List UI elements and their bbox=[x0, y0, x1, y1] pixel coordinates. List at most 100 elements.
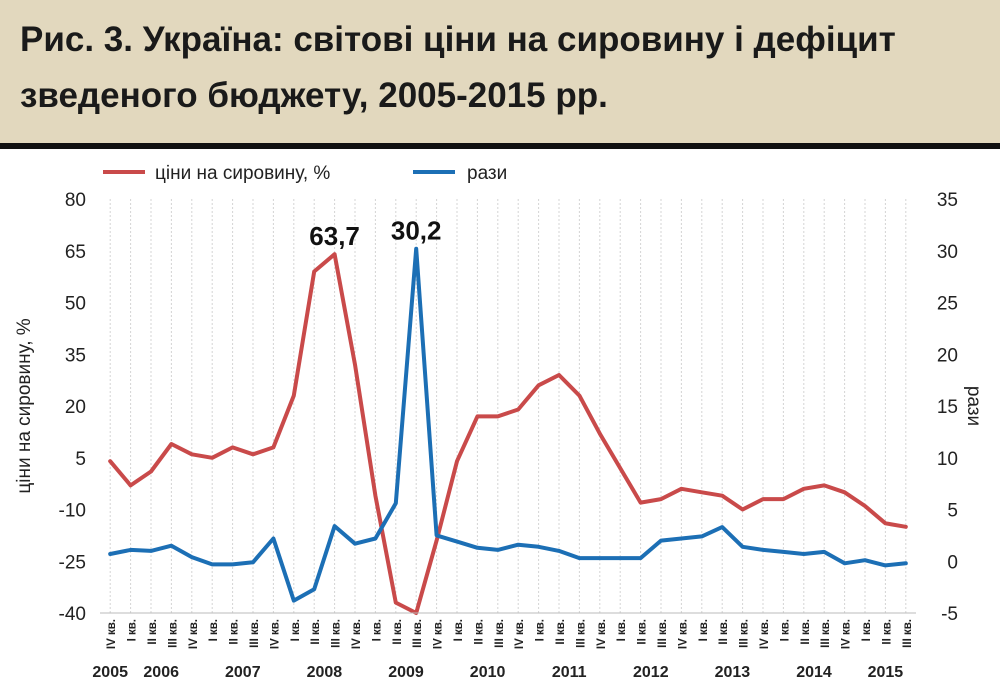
data-point bbox=[761, 548, 765, 552]
year-label: 2014 bbox=[796, 664, 832, 681]
data-point bbox=[210, 562, 214, 566]
year-label: 2009 bbox=[388, 664, 424, 681]
x-axis: IV кв. I кв. II кв. III кв. IV кв. I кв. II кв… bbox=[100, 612, 916, 649]
data-point bbox=[353, 542, 357, 546]
x-tick-label: I кв. bbox=[290, 619, 302, 641]
x-tick-label: III кв. bbox=[739, 619, 751, 648]
y-right-tick-label: -5 bbox=[941, 604, 958, 625]
data-point bbox=[496, 548, 500, 552]
y-left-tick-label: -25 bbox=[59, 552, 86, 573]
data-point bbox=[312, 269, 316, 274]
x-tick-label: I кв. bbox=[127, 619, 139, 641]
data-point bbox=[700, 534, 704, 539]
data-point bbox=[190, 555, 194, 559]
y-left-tick-label: 5 bbox=[75, 449, 86, 470]
data-point bbox=[333, 252, 337, 256]
data-point bbox=[761, 497, 765, 501]
y-axis-left: -40 -25 -10 5 20 35 50 65 80 bbox=[59, 190, 86, 625]
x-tick-label: IV кв. bbox=[841, 619, 853, 649]
header-band: Рис. 3. Україна: світові ціни на сировин… bbox=[0, 0, 1000, 143]
data-point bbox=[639, 501, 643, 505]
data-point bbox=[149, 549, 153, 553]
data-point bbox=[190, 452, 194, 456]
y-right-tick-label: 35 bbox=[937, 190, 958, 211]
x-tick-label: I кв. bbox=[616, 619, 628, 641]
data-point bbox=[659, 538, 663, 543]
chart-title: Рис. 3. Україна: світові ціни на сировин… bbox=[20, 20, 896, 115]
x-tick-label: I кв. bbox=[779, 619, 791, 641]
y-axis-right: -5 0 5 10 15 20 25 30 35 bbox=[937, 190, 958, 625]
data-point bbox=[843, 490, 847, 494]
y-right-tick-label: 25 bbox=[937, 294, 958, 315]
data-point bbox=[802, 552, 806, 556]
data-point bbox=[292, 394, 296, 398]
x-tick-label: IV кв. bbox=[351, 619, 363, 649]
data-point bbox=[455, 539, 459, 544]
x-tick-label: II кв. bbox=[473, 619, 485, 645]
year-label: 2005 bbox=[92, 664, 128, 681]
x-tick-label: I кв. bbox=[535, 619, 547, 641]
x-tick-label: I кв. bbox=[453, 619, 465, 641]
data-point bbox=[822, 550, 826, 554]
chart-svg: ціни на сировину, % рази -40 -25 -10 5 20 35 5… bbox=[14, 163, 984, 681]
series-line-1 bbox=[108, 246, 908, 603]
legend: ціни на сировину, % рази bbox=[103, 163, 507, 184]
x-tick-label: I кв. bbox=[698, 619, 710, 641]
x-tick-label: II кв. bbox=[718, 619, 730, 645]
x-tick-label: II кв. bbox=[555, 619, 567, 645]
data-point bbox=[720, 494, 724, 498]
y-axis-left-label: ціни на сировину, % bbox=[14, 318, 35, 493]
x-tick-label: II кв. bbox=[637, 619, 649, 645]
data-point bbox=[129, 483, 133, 487]
series-line-0 bbox=[108, 252, 908, 615]
data-point bbox=[537, 383, 541, 387]
series-lines bbox=[108, 246, 908, 615]
data-point bbox=[679, 487, 684, 491]
x-tick-label: IV кв. bbox=[596, 619, 608, 649]
year-label: 2015 bbox=[868, 664, 904, 681]
data-point bbox=[904, 561, 908, 565]
data-point bbox=[435, 538, 439, 543]
x-tick-label: III кв. bbox=[820, 619, 832, 648]
data-point bbox=[496, 414, 500, 418]
x-tick-label: II кв. bbox=[310, 619, 322, 645]
data-point bbox=[598, 432, 602, 436]
data-point bbox=[843, 561, 847, 565]
data-point bbox=[475, 414, 479, 418]
data-point bbox=[822, 483, 826, 487]
data-point bbox=[883, 563, 888, 567]
data-point bbox=[659, 497, 663, 501]
data-point bbox=[373, 536, 377, 541]
data-point bbox=[169, 544, 173, 548]
x-tick-label: III кв. bbox=[412, 619, 424, 648]
data-point bbox=[414, 247, 418, 251]
x-tick-label: II кв. bbox=[800, 619, 812, 645]
data-point bbox=[435, 533, 439, 537]
y-right-tick-label: 10 bbox=[937, 449, 958, 470]
data-point bbox=[129, 548, 133, 552]
y-right-tick-label: 5 bbox=[947, 501, 958, 522]
data-point bbox=[271, 445, 275, 449]
legend-label-prices: ціни на сировину, % bbox=[155, 163, 330, 184]
y-right-tick-label: 20 bbox=[937, 345, 958, 366]
data-point bbox=[557, 373, 561, 377]
year-label: 2008 bbox=[307, 664, 343, 681]
data-point bbox=[373, 494, 377, 498]
data-point bbox=[883, 521, 888, 525]
data-point bbox=[577, 556, 582, 560]
data-point bbox=[271, 536, 275, 541]
y-axis-right-label: рази bbox=[963, 386, 984, 426]
data-point bbox=[537, 545, 541, 549]
data-point bbox=[231, 445, 235, 449]
data-point bbox=[251, 452, 255, 456]
data-point bbox=[781, 497, 786, 501]
x-tick-label: III кв. bbox=[657, 619, 669, 648]
data-point bbox=[618, 466, 622, 470]
header-rule bbox=[0, 143, 1000, 149]
data-point bbox=[149, 469, 153, 474]
x-tick-label: III кв. bbox=[494, 619, 506, 648]
x-tick-label: I кв. bbox=[861, 619, 873, 641]
year-labels: 2005 2006 2007 2008 2009 2010 2011 2012 2013 2014… bbox=[92, 664, 903, 681]
data-point bbox=[802, 487, 806, 491]
data-point bbox=[741, 507, 745, 512]
